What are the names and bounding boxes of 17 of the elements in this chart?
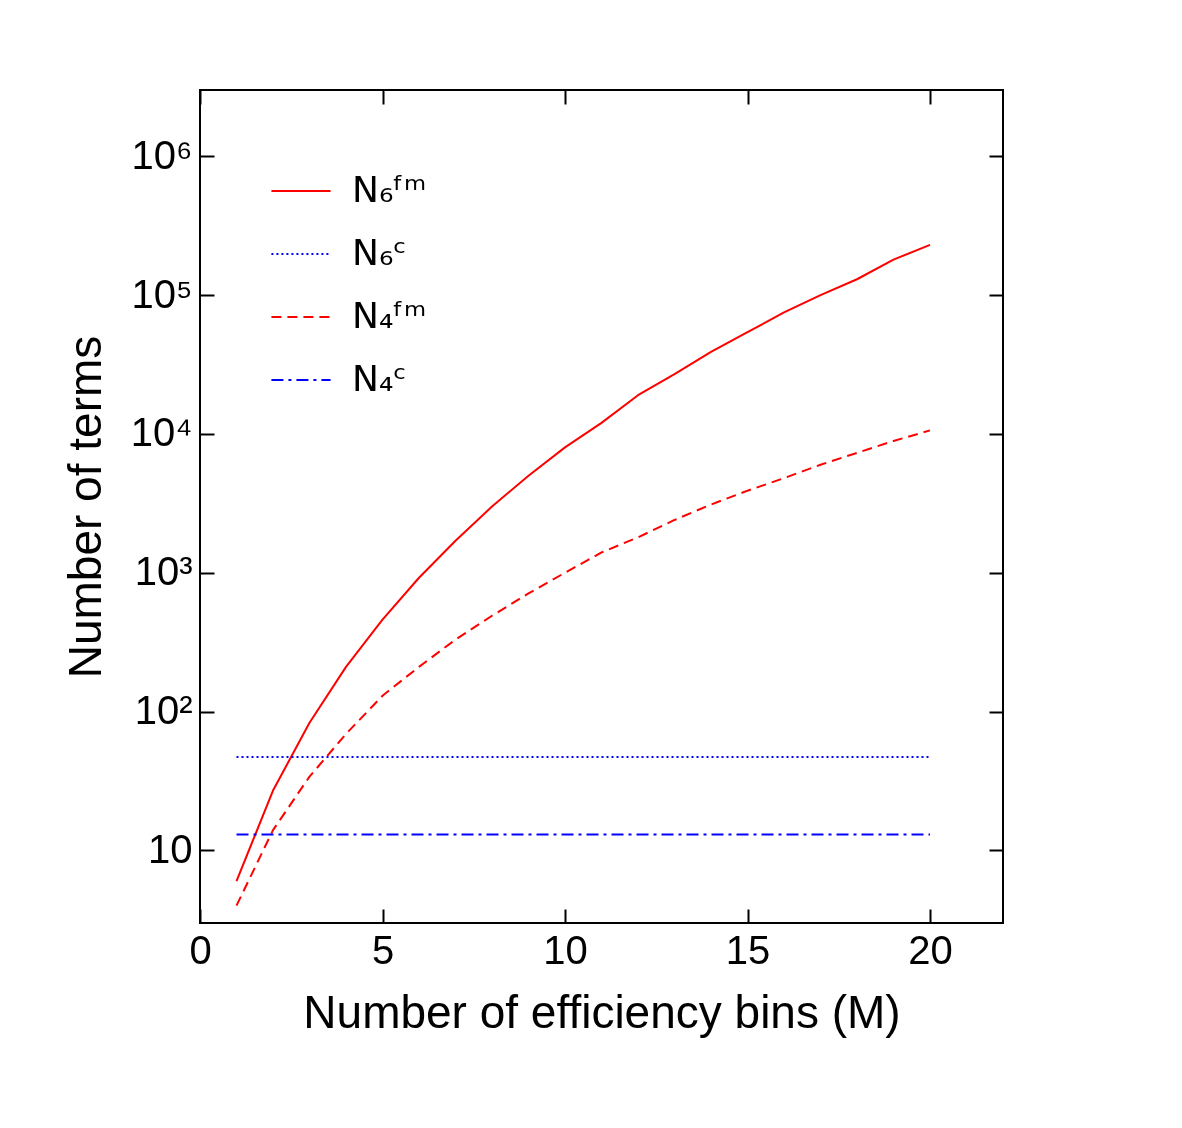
legend-label: N₆ᶠᵐ: [352, 169, 427, 210]
x-tick-label: 10: [543, 927, 588, 972]
legend-label: N₆ᶜ: [352, 232, 407, 273]
y-axis-title: Number of terms: [58, 335, 111, 679]
legend-label: N₄ᶜ: [352, 358, 407, 399]
y-tick-label: 10⁵: [131, 271, 193, 316]
y-tick-label: 10²: [134, 688, 193, 733]
x-tick-label: 15: [725, 927, 771, 972]
y-tick-label: 10: [148, 826, 193, 871]
legend-label: N₄ᶠᵐ: [352, 295, 427, 336]
y-tick-label: 10⁶: [131, 132, 193, 177]
x-tick-label: 0: [189, 927, 212, 972]
y-tick-label: 10³: [134, 549, 193, 594]
x-axis-title: Number of efficiency bins (M): [303, 985, 901, 1038]
x-tick-label: 5: [371, 927, 395, 972]
y-tick-label: 10⁴: [130, 410, 193, 455]
x-tick-label: 20: [908, 927, 953, 972]
